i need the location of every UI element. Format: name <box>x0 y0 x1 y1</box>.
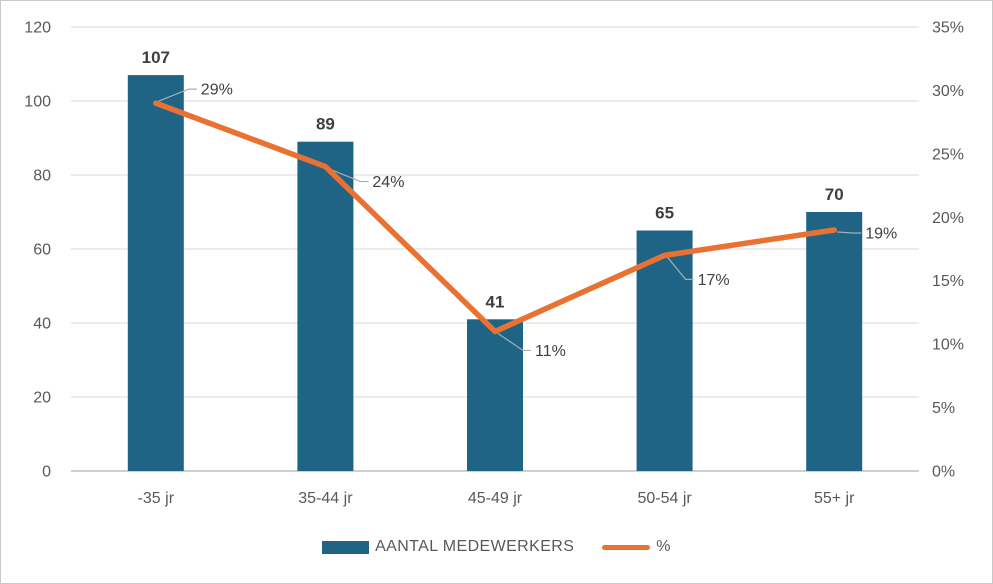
bar-45-49-jr <box>467 319 523 471</box>
left-axis-tick: 20 <box>33 390 51 407</box>
legend-item-bar-series: AANTAL MEDEWERKERS <box>322 538 574 556</box>
x-axis-label: 45-49 jr <box>468 490 523 507</box>
bar--35-jr <box>127 75 184 471</box>
right-axis-tick: 35% <box>932 20 964 37</box>
legend-line-swatch-icon <box>602 544 651 550</box>
leader-line <box>837 231 862 234</box>
legend: AANTAL MEDEWERKERS % <box>1 536 992 558</box>
right-axis-tick: 20% <box>932 210 964 227</box>
leader-line <box>497 332 531 352</box>
percent-label: 17% <box>698 272 730 289</box>
bar-value-label: 70 <box>825 185 844 204</box>
x-axis-label: 50-54 jr <box>637 490 692 507</box>
bar-value-label: 107 <box>142 48 170 67</box>
right-axis-tick: 15% <box>932 273 964 290</box>
leader-line <box>667 256 694 280</box>
bar-value-label: 89 <box>316 115 335 134</box>
right-axis-tick: 30% <box>932 83 964 100</box>
percent-label: 11% <box>535 343 566 360</box>
leader-line <box>328 167 369 183</box>
bar-value-label: 41 <box>486 292 505 311</box>
percent-label: 29% <box>201 82 233 99</box>
right-axis-tick: 0% <box>932 464 955 481</box>
left-axis-tick: 120 <box>24 20 51 37</box>
percent-label: 24% <box>372 174 404 191</box>
right-axis-tick: 25% <box>932 146 964 163</box>
bar-55+-jr <box>806 212 863 471</box>
leader-line <box>158 88 197 102</box>
left-axis-tick: 40 <box>33 316 51 333</box>
bar-value-label: 65 <box>655 204 674 223</box>
percent-line <box>153 100 837 335</box>
x-axis-label: 35-44 jr <box>298 490 353 507</box>
left-axis-tick: 100 <box>24 94 51 111</box>
x-axis-label: -35 jr <box>138 490 175 507</box>
left-axis-tick: 0 <box>42 464 51 481</box>
legend-bar-label: AANTAL MEDEWERKERS <box>375 538 575 555</box>
bar-35-44-jr <box>297 141 354 471</box>
percent-label: 19% <box>865 225 897 242</box>
left-axis-tick: 60 <box>33 242 51 259</box>
legend-line-label: % <box>656 538 671 555</box>
x-axis-label: 55+ jr <box>814 490 855 507</box>
legend-bar-swatch-icon <box>322 540 370 554</box>
bar-50-54-jr <box>636 230 693 471</box>
right-axis-tick: 10% <box>932 337 964 354</box>
right-axis-tick: 5% <box>932 400 955 417</box>
left-axis-tick: 80 <box>33 168 51 185</box>
legend-item-line-series: % <box>602 538 671 556</box>
